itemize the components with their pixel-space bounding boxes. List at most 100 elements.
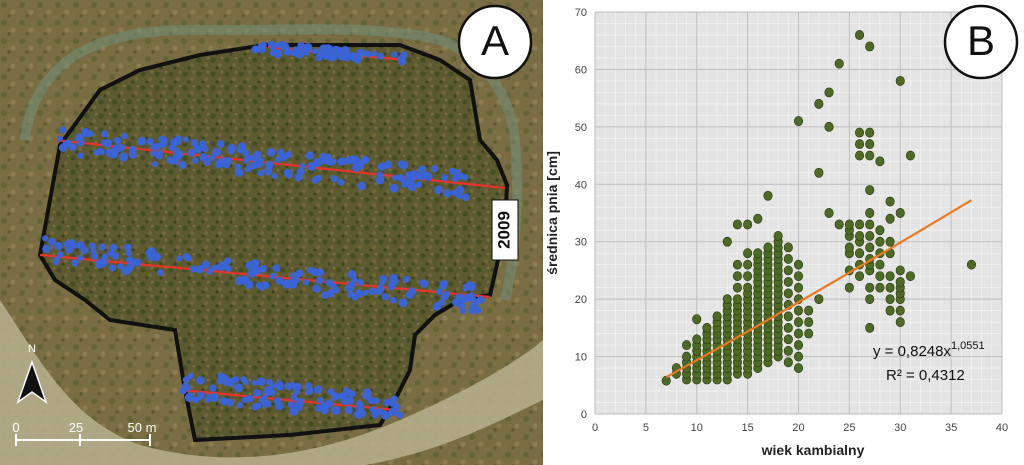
regression-equation: y = 0,8248x1,0551 R² = 0,4312 (873, 340, 985, 384)
tree-point (327, 289, 335, 297)
tree-point (291, 394, 298, 402)
data-point (793, 340, 804, 351)
tree-point (195, 265, 204, 274)
tree-point (344, 405, 353, 415)
tree-point (190, 139, 199, 147)
tree-point (76, 254, 84, 262)
data-point (834, 219, 844, 230)
tree-point (458, 302, 465, 310)
tree-point (337, 157, 346, 166)
data-point (844, 242, 854, 253)
panel-b-chart: 0 10 20 30 40 50 60 70 0 5 10 15 20 25 30 35 40 wiek ka… (543, 0, 1024, 465)
tree-point (377, 162, 386, 171)
data-point (712, 311, 722, 322)
tree-point (315, 276, 324, 285)
tree-point (265, 400, 272, 407)
tree-point (398, 298, 408, 308)
tree-point (203, 159, 211, 167)
tree-point (463, 283, 470, 290)
tree-point (436, 288, 443, 296)
tree-point (294, 401, 301, 409)
data-point (814, 167, 824, 178)
tree-point (125, 264, 133, 273)
stream-channel (20, 24, 522, 302)
tree-point (287, 401, 295, 409)
data-point (895, 208, 905, 218)
tree-point (251, 259, 260, 268)
tree-point (234, 383, 244, 393)
tree-point (398, 57, 407, 66)
panel-letter-a: A (481, 17, 509, 64)
tree-point (390, 186, 397, 193)
data-point (783, 357, 793, 368)
river-bed (0, 300, 543, 465)
tree-point (330, 175, 338, 183)
data-point (824, 208, 834, 218)
tree-point (236, 402, 243, 409)
tree-point (391, 51, 398, 58)
tree-point (157, 269, 164, 276)
tree-point (295, 49, 305, 59)
tree-point (113, 136, 122, 145)
data-point (732, 282, 742, 293)
tree-point (82, 129, 91, 138)
tree-point (65, 246, 74, 254)
tree-point (367, 397, 376, 405)
tree-point (219, 374, 229, 383)
y-tick-label-70: 70 (575, 7, 587, 19)
tree-point (151, 161, 158, 168)
tree-point (476, 296, 485, 304)
tree-point (189, 265, 197, 273)
tree-point (182, 136, 189, 143)
tree-point (209, 384, 217, 392)
data-point (875, 236, 885, 247)
tree-point (297, 42, 306, 52)
tree-point (376, 171, 384, 179)
tree-point (285, 171, 293, 179)
tree-point (254, 159, 264, 168)
tree-point (119, 152, 129, 162)
tree-point (42, 244, 51, 254)
tree-point (121, 132, 128, 139)
tree-point (182, 252, 190, 261)
tree-point (54, 242, 63, 251)
tree-point (281, 279, 291, 289)
y-tick-label-50: 50 (575, 122, 587, 134)
tree-point (294, 384, 302, 392)
tree-point (303, 279, 310, 286)
data-point (804, 328, 814, 339)
data-point (834, 58, 844, 69)
tree-point (77, 138, 85, 147)
x-tick-label-15: 15 (742, 422, 754, 434)
data-point (895, 305, 905, 316)
tree-point (132, 258, 141, 267)
tree-point (375, 287, 383, 295)
data-point (692, 314, 702, 325)
tree-point (302, 48, 310, 56)
data-point (732, 259, 742, 270)
data-point (885, 294, 895, 305)
tree-point (96, 147, 103, 155)
tree-point (348, 155, 358, 164)
scatter-chart: 0 10 20 30 40 50 60 70 0 5 10 15 20 25 30 35 40 wiek ka… (543, 0, 1024, 465)
data-point (854, 150, 865, 161)
tree-point (443, 189, 452, 198)
data-point (814, 98, 824, 109)
panel-letter-b-badge: B (943, 4, 1019, 80)
map-canvas: 2009 A N 0 25 50 m (0, 0, 543, 465)
tree-point (370, 50, 377, 57)
data-point (783, 276, 793, 287)
data-point (793, 363, 804, 374)
tree-point (279, 153, 288, 162)
tree-point (315, 53, 323, 62)
data-point (885, 213, 895, 224)
tree-point (237, 146, 244, 154)
tree-point (418, 165, 427, 174)
tree-point (375, 176, 383, 184)
panel-a-map: 2009 A N 0 25 50 m (0, 0, 543, 465)
tree-point (269, 389, 276, 396)
tree-point (364, 50, 371, 58)
data-point (895, 75, 905, 86)
tree-point (275, 276, 284, 285)
equation-text: y = 0,8248x1,0551 (873, 340, 985, 360)
